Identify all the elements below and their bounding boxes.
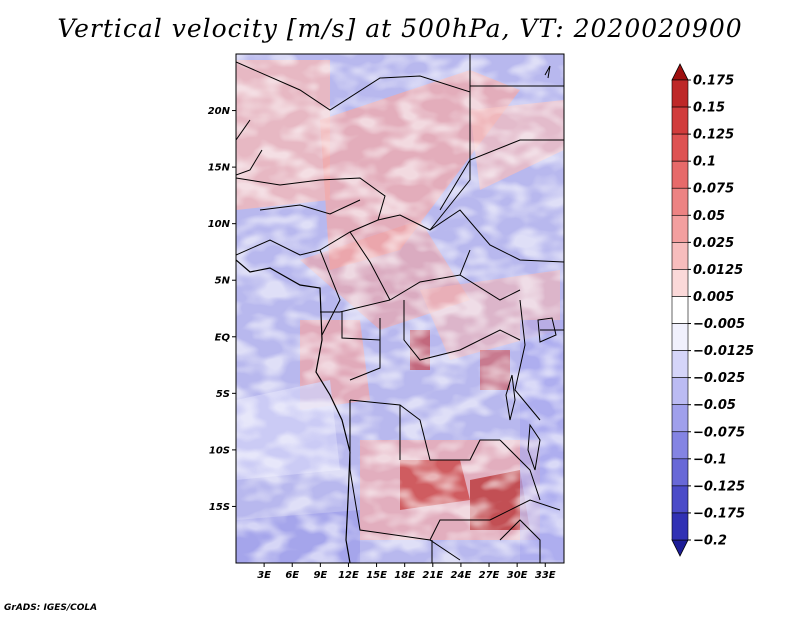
colorbar-label: 0.005 bbox=[693, 290, 734, 305]
colorbar-label: 0.125 bbox=[693, 128, 734, 143]
longitude-axis: 3E 6E 9E 12E 15E 18E 21E 24E 27E 30E 33E bbox=[257, 563, 556, 581]
colorbar-label: 0.0125 bbox=[693, 263, 743, 278]
lon-tick-label: 9E bbox=[313, 570, 327, 581]
colorbar-swatch bbox=[671, 458, 689, 487]
colorbar-swatch bbox=[671, 187, 689, 216]
grads-credit: GrADS: IGES/COLA bbox=[4, 603, 98, 613]
colorbar-label: −0.125 bbox=[693, 479, 745, 494]
colorbar: 0.175 0.15 0.125 0.1 0.075 0.05 0.025 0.0125 0.0… bbox=[671, 63, 754, 557]
lon-tick-label: 33E bbox=[535, 570, 556, 581]
colorbar-swatch bbox=[671, 377, 689, 406]
colorbar-extend-bottom bbox=[671, 539, 689, 557]
colorbar-swatch bbox=[671, 485, 689, 514]
lon-tick-label: 24E bbox=[451, 570, 472, 581]
colorbar-label: −0.0125 bbox=[693, 344, 754, 359]
colorbar-swatch bbox=[671, 106, 689, 135]
lat-tick-label: EQ bbox=[215, 332, 231, 343]
colorbar-label: −0.05 bbox=[693, 398, 736, 413]
lat-tick-label: 15N bbox=[208, 163, 231, 174]
colorbar-swatch bbox=[671, 350, 689, 378]
country-borders bbox=[236, 54, 564, 563]
colorbar-swatch bbox=[671, 133, 689, 162]
colorbar-label: −0.175 bbox=[693, 506, 745, 521]
colorbar-label: −0.1 bbox=[693, 452, 727, 467]
colorbar-swatch bbox=[671, 404, 689, 433]
colorbar-swatch bbox=[671, 160, 689, 189]
vertical-velocity-field bbox=[236, 54, 564, 563]
colorbar-swatch bbox=[671, 79, 689, 108]
lat-tick-label: 5S bbox=[216, 389, 230, 400]
colorbar-swatch bbox=[671, 323, 689, 351]
colorbar-label: −0.075 bbox=[693, 425, 745, 440]
lat-tick-label: 15S bbox=[209, 502, 230, 513]
latitude-axis: 20N 15N 10N 5N EQ 5S 10S 15S bbox=[208, 106, 236, 513]
colorbar-swatch bbox=[671, 242, 689, 270]
lon-tick-label: 15E bbox=[366, 570, 387, 581]
lon-tick-label: 30E bbox=[507, 570, 528, 581]
lon-tick-label: 21E bbox=[422, 570, 443, 581]
colorbar-label: 0.15 bbox=[693, 101, 725, 116]
lat-tick-label: 20N bbox=[208, 106, 231, 117]
colorbar-extend-top bbox=[671, 63, 689, 81]
colorbar-label: 0.05 bbox=[693, 209, 725, 224]
colorbar-label: 0.1 bbox=[693, 155, 716, 170]
colorbar-label: −0.2 bbox=[693, 534, 727, 549]
colorbar-swatch bbox=[671, 296, 689, 324]
colorbar-swatch bbox=[671, 214, 689, 243]
lon-tick-label: 12E bbox=[338, 570, 359, 581]
lat-tick-label: 10S bbox=[209, 445, 230, 456]
colorbar-label: 0.175 bbox=[693, 74, 734, 89]
lon-tick-label: 18E bbox=[394, 570, 415, 581]
colorbar-label: −0.005 bbox=[693, 317, 745, 332]
colorbar-swatch bbox=[671, 431, 689, 460]
colorbar-swatch bbox=[671, 269, 689, 297]
colorbar-label: −0.025 bbox=[693, 371, 745, 386]
lon-tick-label: 3E bbox=[257, 570, 271, 581]
lat-tick-label: 5N bbox=[215, 276, 231, 287]
lon-tick-label: 6E bbox=[285, 570, 299, 581]
map-frame bbox=[235, 53, 565, 564]
colorbar-label: 0.075 bbox=[693, 182, 734, 197]
colorbar-label: 0.025 bbox=[693, 236, 734, 251]
lon-tick-label: 27E bbox=[479, 570, 500, 581]
map-title: Vertical velocity [m/s] at 500hPa, VT: 2… bbox=[57, 14, 743, 43]
lat-tick-label: 10N bbox=[208, 219, 231, 230]
colorbar-swatch bbox=[671, 512, 689, 541]
